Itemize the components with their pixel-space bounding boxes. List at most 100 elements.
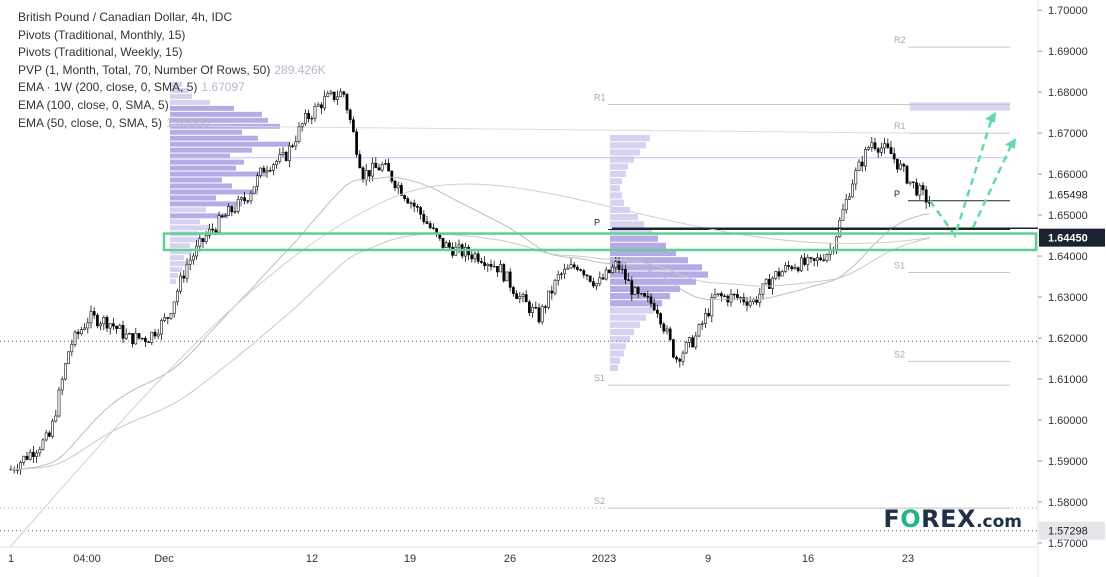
volume-profile-bar (170, 213, 228, 219)
pivot-level-label: S1 (894, 260, 905, 270)
y-tick-label: 1.59000 (1048, 456, 1088, 468)
x-tick-label: 19 (404, 553, 416, 565)
volume-profile-bar (610, 199, 624, 206)
volume-profile-bar (610, 264, 702, 271)
candle-body (54, 415, 58, 422)
candle-body (25, 455, 29, 460)
candle-body (281, 151, 285, 155)
candle-body (278, 154, 282, 162)
candle-body (364, 170, 368, 181)
candle-body (358, 154, 362, 169)
candle-body (150, 331, 154, 343)
candle-body (518, 296, 522, 299)
candle-body (38, 449, 42, 454)
legend-ema50[interactable]: EMA (50, close, 0, SMA, 5) 1.65000 (18, 115, 326, 133)
legend-ema50-value: 1.65000 (166, 115, 210, 130)
legend-pivots-weekly[interactable]: Pivots (Traditional, Weekly, 15) (18, 45, 183, 60)
candle-body (527, 301, 531, 314)
candle-body (921, 185, 925, 191)
candle-body (204, 235, 208, 242)
volume-profile-bar (610, 293, 670, 300)
legend-pvp-value: 289.426K (274, 62, 326, 77)
y-tick-label: 1.70000 (1048, 5, 1088, 17)
y-tick-label: 1.60000 (1048, 415, 1088, 427)
candle-body (57, 389, 61, 417)
projection-arrow (928, 114, 995, 239)
candle-body (662, 323, 666, 332)
candle-body (294, 141, 298, 147)
legend-pvp[interactable]: PVP (1, Month, Total, 70, Number Of Rows… (18, 62, 326, 80)
candle-body (259, 167, 263, 176)
candle-body (780, 271, 784, 277)
candle-body (339, 91, 343, 98)
candle-body (694, 335, 698, 348)
candle-body (732, 293, 736, 296)
y-tick-label: 1.58000 (1048, 497, 1088, 509)
candle-body (572, 264, 576, 268)
candle-body (639, 292, 643, 295)
volume-profile-bar (170, 99, 210, 105)
candle-body (735, 294, 739, 298)
candle-body (575, 266, 579, 270)
candle-body (911, 181, 915, 183)
candle-body (547, 290, 551, 308)
candle-body (892, 153, 896, 160)
candle-body (895, 158, 899, 170)
candle-body (812, 258, 816, 261)
candle-body (675, 356, 679, 360)
candle-body (425, 221, 429, 224)
volume-profile-bar (170, 273, 178, 279)
candle-body (595, 283, 599, 287)
candle-body (387, 163, 391, 172)
candle-body (182, 275, 186, 279)
y-tick-label: 1.64000 (1048, 251, 1088, 263)
candle-body (739, 297, 743, 299)
candle-body (240, 197, 243, 200)
volume-profile-bar (610, 214, 638, 221)
volume-profile-bar (610, 350, 624, 357)
candle-body (176, 290, 179, 303)
ema-weekly-line (9, 183, 931, 548)
volume-profile-bar (610, 242, 666, 249)
candle-body (710, 297, 714, 317)
candle-body (604, 269, 608, 280)
candle-body (153, 331, 157, 337)
pivot-level-label: P (594, 217, 600, 227)
candle-body (700, 323, 704, 325)
legend-ema100[interactable]: EMA (100, close, 0, SMA, 5) (18, 97, 169, 112)
volume-profile-bar (610, 364, 618, 371)
volume-profile-bar (170, 141, 290, 147)
volume-profile-bar (610, 206, 630, 213)
candle-body (115, 325, 119, 329)
candle-body (319, 104, 323, 109)
candle-body (614, 261, 618, 268)
candle-body (860, 161, 864, 167)
candle-body (505, 271, 509, 282)
volume-profile-bar (610, 170, 626, 178)
candle-body (230, 206, 234, 213)
candle-body (691, 337, 695, 348)
candle-body (316, 104, 320, 107)
candle-body (867, 147, 871, 150)
volume-profile-bar (610, 328, 634, 336)
candle-body (499, 264, 503, 273)
candle-body (134, 333, 138, 345)
x-tick-label: 12 (306, 553, 318, 565)
candle-body (329, 91, 333, 94)
legend-ema200[interactable]: EMA · 1W (200, close, 0, SMA, 5) 1.67097 (18, 79, 326, 97)
candle-body (105, 316, 109, 329)
candle-body (902, 163, 906, 167)
candle-body (208, 228, 211, 236)
candle-body (764, 278, 768, 285)
volume-profile-bar (170, 135, 258, 141)
candle-body (160, 320, 163, 335)
candle-body (409, 202, 413, 205)
legend-pivots-monthly[interactable]: Pivots (Traditional, Monthly, 15) (18, 27, 186, 42)
candle-body (899, 163, 903, 170)
candle-body (371, 162, 375, 177)
candle-body (80, 329, 83, 335)
candle-body (224, 215, 227, 218)
legend-symbol[interactable]: British Pound / Canadian Dollar, 4h, IDC (18, 10, 233, 24)
volume-profile-bar (610, 192, 622, 199)
